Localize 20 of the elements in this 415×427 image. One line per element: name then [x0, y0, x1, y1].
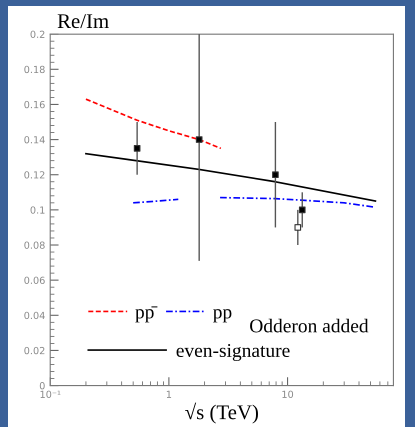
y-tick-label: 0.14 — [24, 136, 45, 144]
legend-label: pp̄ — [135, 306, 158, 322]
y-tick-label: 0.16 — [24, 100, 45, 108]
y-axis-title: Re/Im — [58, 14, 109, 28]
y-tick-label: 0.02 — [24, 346, 44, 354]
y-tick-label: 0.04 — [24, 312, 45, 320]
x-axis-title: √s (TeV) — [185, 402, 258, 424]
legend-label: pp — [213, 309, 232, 322]
y-tick-label: 0.2 — [30, 30, 44, 38]
annotation: Odderon added — [250, 318, 368, 332]
x-tick-label: 1 — [166, 390, 172, 398]
y-tick-label: 0.06 — [24, 276, 45, 284]
y-tick-label: 0.12 — [24, 171, 44, 179]
y-tick-label: 0.08 — [24, 241, 45, 249]
legend-label: even-signature — [176, 344, 290, 362]
y-tick-label: 0 — [40, 382, 45, 390]
x-tick-label: 10 — [282, 390, 294, 398]
y-tick-label: 0.18 — [24, 66, 45, 74]
y-tick-label: 0.1 — [30, 206, 44, 214]
x-tick-label: 10⁻¹ — [40, 390, 60, 398]
